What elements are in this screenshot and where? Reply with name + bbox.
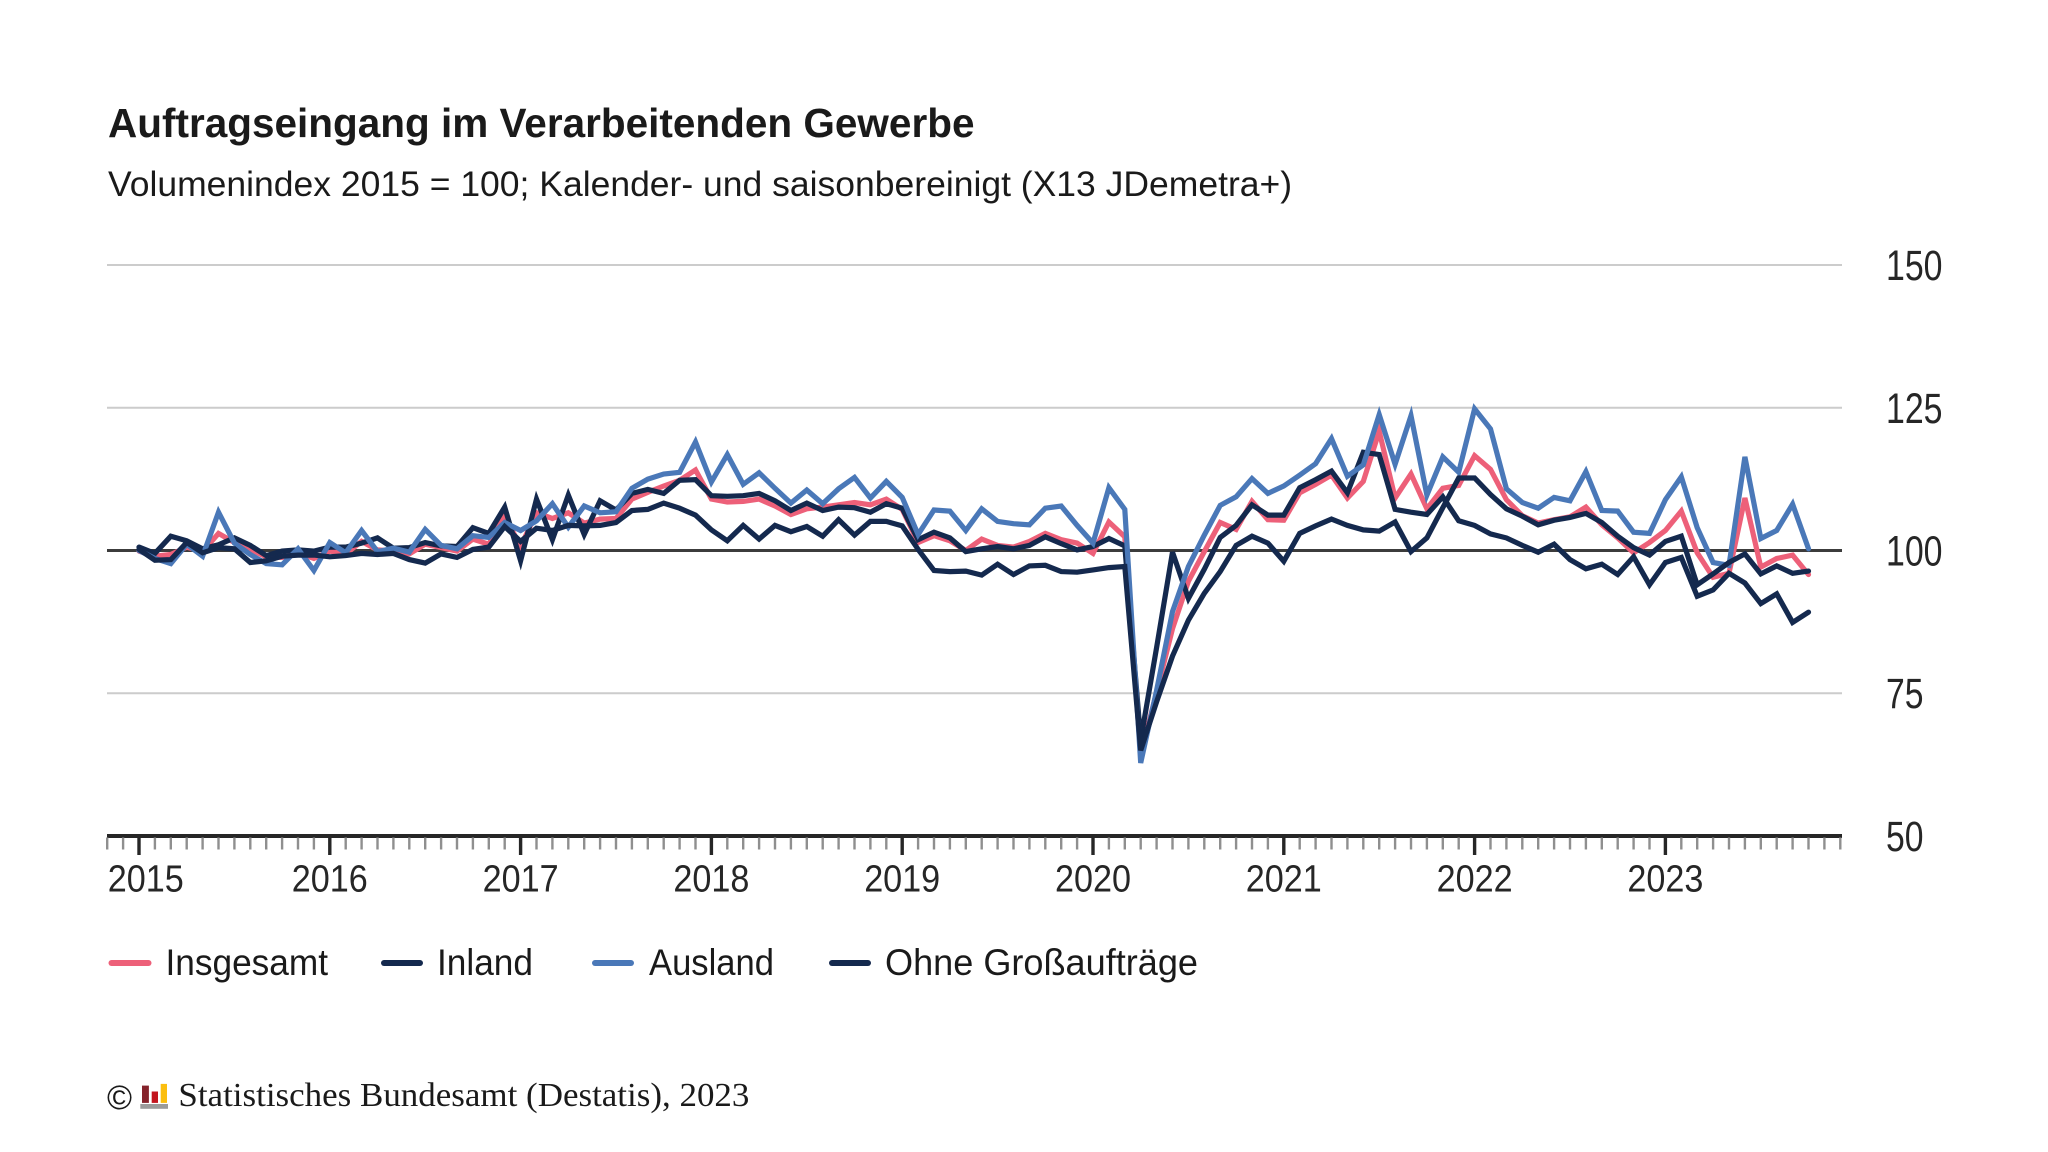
- svg-text:2020: 2020: [1055, 859, 1131, 901]
- svg-text:Statistisches Bundesamt (Desta: Statistisches Bundesamt (Destatis), 2023: [178, 1077, 749, 1114]
- svg-text:Ausland: Ausland: [649, 942, 774, 983]
- svg-text:Auftragseingang im Verarbeiten: Auftragseingang im Verarbeitenden Gewerb…: [108, 100, 974, 146]
- svg-text:2018: 2018: [673, 859, 749, 901]
- svg-text:2023: 2023: [1627, 859, 1703, 901]
- svg-text:2022: 2022: [1437, 859, 1513, 901]
- svg-text:2021: 2021: [1246, 859, 1322, 901]
- svg-text:50: 50: [1886, 814, 1924, 861]
- svg-text:75: 75: [1886, 671, 1924, 718]
- svg-text:Inland: Inland: [437, 942, 533, 983]
- svg-text:100: 100: [1886, 529, 1943, 576]
- svg-text:2019: 2019: [864, 859, 940, 901]
- svg-text:2017: 2017: [483, 859, 559, 901]
- svg-text:150: 150: [1886, 243, 1943, 290]
- svg-text:125: 125: [1886, 386, 1943, 433]
- svg-text:©: ©: [107, 1079, 132, 1117]
- svg-text:2015: 2015: [108, 859, 184, 901]
- svg-text:Volumenindex 2015 = 100; Kalen: Volumenindex 2015 = 100; Kalender- und s…: [108, 164, 1292, 204]
- svg-text:Ohne Großaufträge: Ohne Großaufträge: [885, 942, 1198, 983]
- svg-text:2016: 2016: [292, 859, 368, 901]
- svg-text:Insgesamt: Insgesamt: [166, 942, 329, 983]
